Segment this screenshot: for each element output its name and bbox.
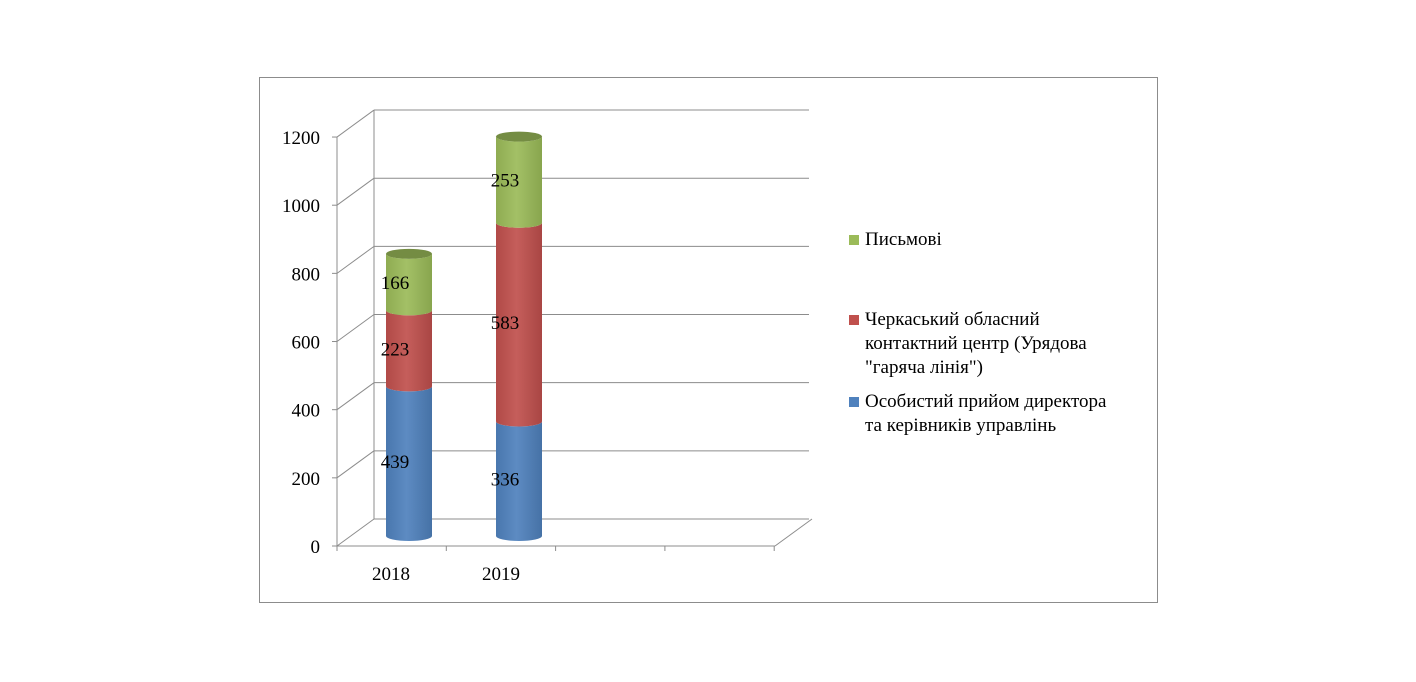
gridline-side bbox=[336, 450, 375, 479]
data-label: 253 bbox=[491, 171, 520, 192]
bar-segment bbox=[496, 222, 542, 427]
legend-swatch-red bbox=[849, 315, 859, 325]
gridline-side bbox=[336, 314, 375, 342]
bar-top-cap bbox=[386, 248, 432, 259]
y-tick-label: 800 bbox=[292, 264, 321, 285]
gridline-side bbox=[336, 518, 375, 547]
y-tick-label: 600 bbox=[292, 333, 321, 354]
bar-segment bbox=[386, 310, 432, 392]
data-label: 223 bbox=[381, 339, 410, 360]
data-label: 336 bbox=[491, 470, 520, 491]
gridline-side bbox=[336, 109, 375, 138]
data-label: 439 bbox=[381, 452, 410, 473]
bar-segment bbox=[496, 136, 542, 228]
legend-item-personal-reception: Особистий прийом директора та керівників… bbox=[849, 390, 1106, 438]
legend-label: Письмові bbox=[865, 229, 942, 250]
bar-segment bbox=[386, 386, 432, 541]
legend-label: Особистий прийом директора та керівників… bbox=[865, 391, 1107, 436]
gridline-side bbox=[336, 382, 375, 411]
x-tick-label: 2018 bbox=[372, 564, 410, 585]
data-label: 583 bbox=[491, 313, 520, 334]
bar-segment bbox=[496, 421, 542, 541]
y-tick-label: 0 bbox=[311, 537, 321, 558]
legend-label: Черкаський обласний контактний центр (Ур… bbox=[865, 309, 1087, 378]
floor-side bbox=[774, 518, 813, 547]
legend-swatch-blue bbox=[849, 397, 859, 407]
legend-item-contact-center: Черкаський обласний контактний центр (Ур… bbox=[849, 308, 1087, 380]
x-tick-label: 2019 bbox=[482, 564, 520, 585]
y-tick-label: 1200 bbox=[282, 128, 320, 149]
data-label: 166 bbox=[381, 273, 410, 294]
y-tick-label: 1000 bbox=[282, 196, 320, 217]
gridline-side bbox=[336, 245, 375, 274]
bar-segment bbox=[386, 253, 432, 316]
chart-frame bbox=[259, 77, 1158, 603]
bar-top-cap bbox=[496, 131, 542, 142]
legend-item-pysmovi: Письмові bbox=[849, 228, 942, 252]
y-tick-label: 400 bbox=[292, 401, 321, 422]
y-tick-label: 200 bbox=[292, 469, 321, 490]
gridline-side bbox=[336, 177, 375, 206]
legend-swatch-green bbox=[849, 235, 859, 245]
